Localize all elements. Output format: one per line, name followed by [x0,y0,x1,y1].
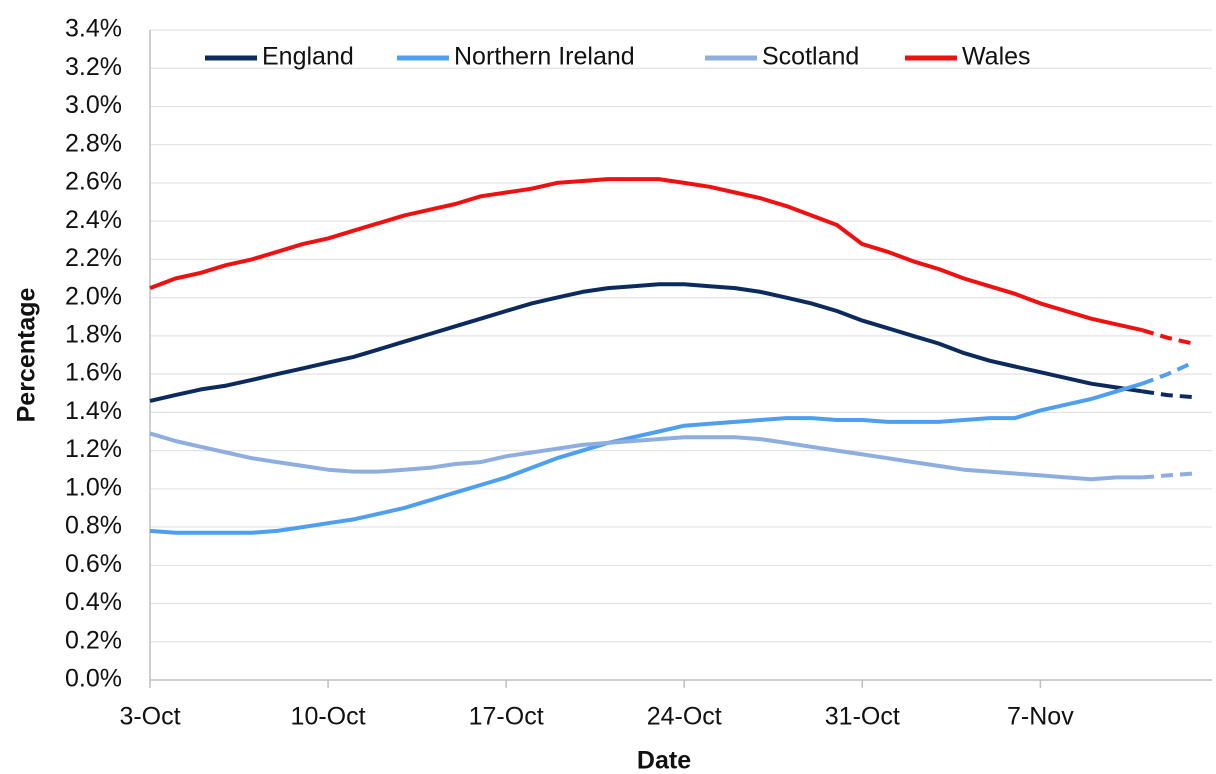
y-tick-label: 2.2% [65,244,122,272]
y-tick-label: 2.8% [65,129,122,157]
series-line [149,282,1143,403]
y-tick-label: 0.2% [65,626,122,654]
y-tick-label: 1.0% [65,473,122,501]
series-line [149,431,1143,482]
x-tick-label: 24-Oct [647,703,722,731]
legend-label: Northern Ireland [454,43,635,71]
legend-label: England [262,43,354,71]
y-tick-label: 1.8% [65,320,122,348]
x-tick-label: 10-Oct [291,703,366,731]
y-tick-label: 2.0% [65,282,122,310]
y-tick-label: 2.6% [65,168,122,196]
y-tick-label: 3.2% [65,53,122,81]
series-line [149,177,1143,333]
series-line-dashed [1141,389,1194,400]
x-tick-label: 31-Oct [825,703,900,731]
y-tick-label: 0.8% [65,512,122,540]
y-tick-label: 0.0% [65,665,122,693]
y-tick-label: 1.4% [65,397,122,425]
y-tick-label: 3.0% [65,91,122,119]
y-tick-label: 2.4% [65,206,122,234]
y-tick-label: 1.2% [65,435,122,463]
x-axis-title: Date [637,747,691,774]
x-tick-label: 17-Oct [469,703,544,731]
legend-label: Scotland [762,43,859,71]
series-line-dashed [1141,471,1194,480]
legend-label: Wales [962,43,1031,71]
series-line-dashed [1141,360,1194,386]
y-tick-label: 0.4% [65,588,122,616]
y-tick-label: 3.4% [65,15,122,43]
series-line [149,381,1143,535]
y-tick-label: 0.6% [65,550,122,578]
x-tick-label: 7-Nov [1007,703,1074,731]
y-axis-title: Percentage [13,288,41,423]
series-line-dashed [1141,328,1194,346]
y-tick-label: 1.6% [65,359,122,387]
x-tick-label: 3-Oct [119,703,180,731]
